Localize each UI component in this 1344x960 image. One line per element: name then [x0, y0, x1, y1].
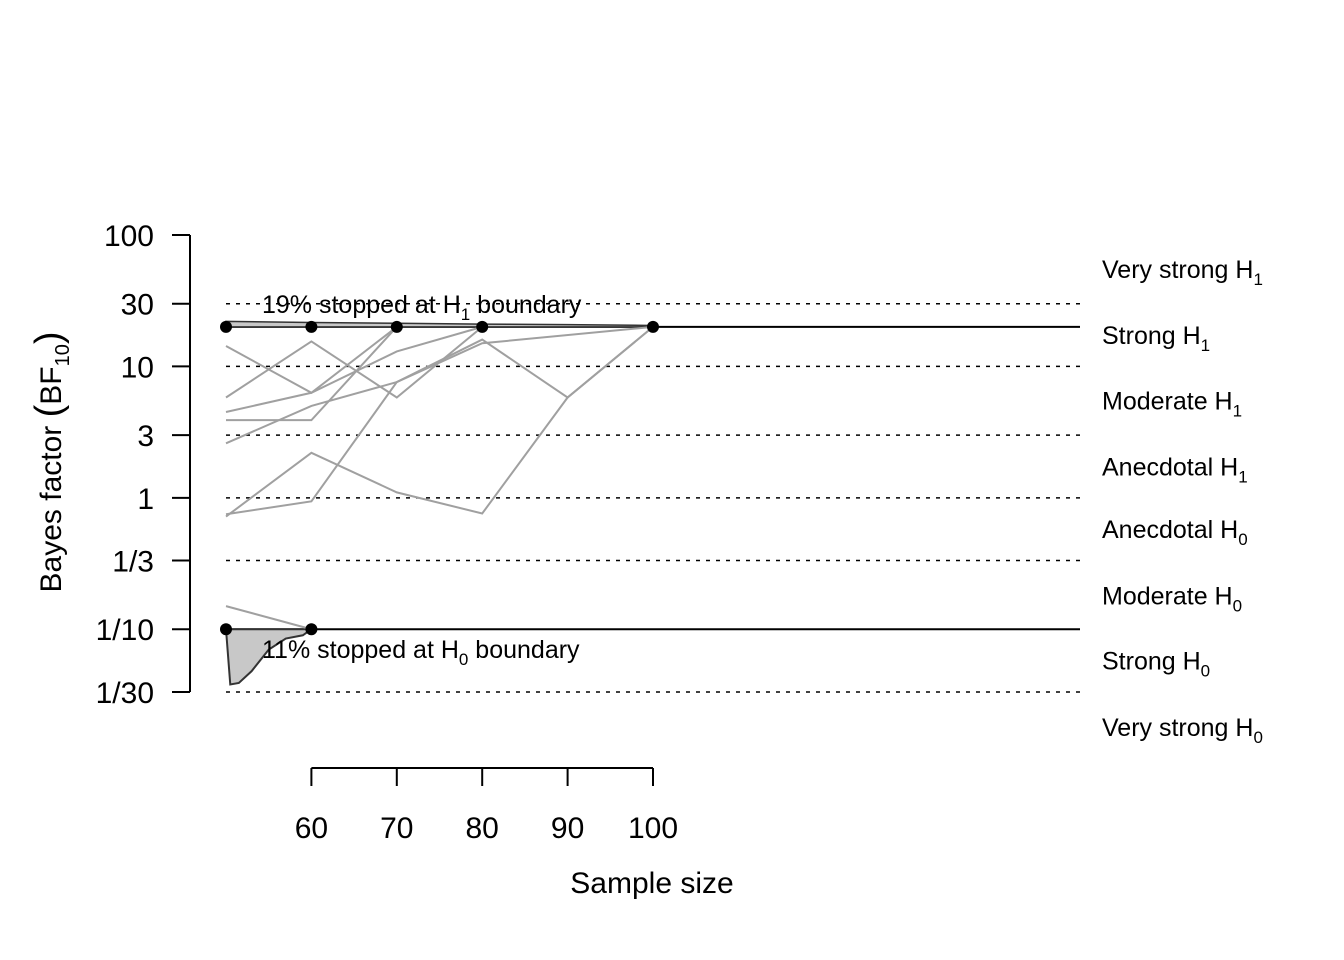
- boundary-point-2: [390, 320, 403, 333]
- boundary-point-4: [647, 320, 659, 333]
- annotation-h0-subscript: 0: [459, 650, 468, 669]
- x-tick-label-1: 70: [380, 812, 413, 845]
- y-tick-label-1: 30: [121, 289, 154, 322]
- y-axis-title-paren-open: (: [28, 404, 70, 417]
- sample-path-6: [225, 326, 654, 518]
- annotation-h1-suffix: boundary: [470, 291, 582, 319]
- evidence-label-3: Anecdotal H1: [1102, 454, 1248, 487]
- h1-stopping-density: [225, 320, 654, 328]
- y-tick-label-2: 10: [121, 351, 154, 384]
- evidence-label-text-1: Strong H: [1102, 322, 1201, 350]
- evidence-label-7: Very strong H0: [1102, 714, 1263, 747]
- boundary-point-1: [305, 320, 318, 333]
- evidence-label-text-7: Very strong H: [1102, 714, 1253, 742]
- evidence-label-text-2: Moderate H: [1102, 388, 1233, 416]
- evidence-label-subscript-6: 0: [1201, 661, 1210, 680]
- x-tick-label-2: 80: [466, 812, 499, 845]
- evidence-label-subscript-7: 0: [1253, 728, 1262, 747]
- evidence-label-text-5: Moderate H: [1102, 583, 1233, 611]
- annotation-h1-subscript: 1: [461, 305, 470, 324]
- evidence-label-4: Anecdotal H0: [1102, 516, 1248, 549]
- x-tick-label-3: 90: [551, 812, 584, 845]
- annotation-h1-text: 19% stopped at H: [262, 291, 461, 319]
- boundary-points: [220, 320, 659, 636]
- evidence-label-0: Very strong H1: [1102, 256, 1263, 289]
- y-tick-label-7: 1/30: [96, 677, 154, 710]
- y-tick-label-6: 1/10: [96, 614, 154, 647]
- reference-lines: [226, 302, 1080, 693]
- evidence-label-2: Moderate H1: [1102, 388, 1242, 421]
- x-tick-label-4: 100: [628, 812, 678, 845]
- evidence-label-subscript-0: 1: [1253, 270, 1262, 289]
- y-tick-label-5: 1/3: [112, 546, 154, 579]
- boundary-point-5: [220, 623, 232, 636]
- annotation-h0-text: 11% stopped at H: [262, 636, 459, 664]
- annotation-h0-suffix: boundary: [468, 636, 580, 664]
- boundary-point-6: [305, 623, 318, 636]
- sample-path-3: [226, 326, 398, 422]
- evidence-label-subscript-5: 0: [1233, 597, 1242, 616]
- y-axis-title-subscript: 10: [52, 344, 74, 366]
- y-ticks: 100 30 10 3 1 1/3 1/10 1/30: [96, 220, 190, 710]
- y-axis-title: Bayes factor (BF10): [28, 332, 74, 593]
- sample-path-4: [225, 325, 654, 445]
- x-ticks: 60 70 80 90 100: [295, 768, 678, 845]
- evidence-label-subscript-3: 1: [1238, 468, 1247, 487]
- evidence-label-text-3: Anecdotal H: [1102, 454, 1238, 482]
- y-tick-label-4: 1: [137, 483, 154, 516]
- sample-path-0: [225, 326, 398, 394]
- x-tick-label-0: 60: [295, 812, 328, 845]
- y-axis-title-paren-close: ): [28, 332, 70, 345]
- boundary-point-0: [220, 320, 232, 333]
- y-axis-title-main: Bayes factor: [35, 417, 68, 592]
- y-axis-title-symbol: BF: [35, 366, 68, 404]
- evidence-label-text-4: Anecdotal H: [1102, 516, 1238, 544]
- evidence-label-1: Strong H1: [1102, 322, 1210, 355]
- annotation-h1-boundary: 19% stopped at H1 boundary: [262, 291, 582, 324]
- evidence-label-text-0: Very strong H: [1102, 256, 1253, 284]
- y-axis: 100 30 10 3 1 1/3 1/10 1/30: [96, 220, 191, 710]
- x-axis-title: Sample size: [570, 867, 733, 900]
- annotation-h0-boundary: 11% stopped at H0 boundary: [262, 636, 580, 669]
- evidence-label-subscript-2: 1: [1233, 402, 1242, 421]
- y-tick-label-0: 100: [104, 220, 154, 253]
- sample-paths: [225, 325, 654, 631]
- evidence-label-5: Moderate H0: [1102, 583, 1242, 616]
- evidence-label-subscript-4: 0: [1238, 530, 1247, 549]
- evidence-label-subscript-1: 1: [1201, 336, 1210, 355]
- x-axis: 60 70 80 90 100: [295, 767, 678, 845]
- y-tick-label-3: 3: [137, 420, 154, 453]
- evidence-label-text-6: Strong H: [1102, 647, 1201, 675]
- evidence-label-6: Strong H0: [1102, 647, 1210, 680]
- sample-path-7: [225, 605, 312, 631]
- boundary-point-3: [476, 320, 489, 333]
